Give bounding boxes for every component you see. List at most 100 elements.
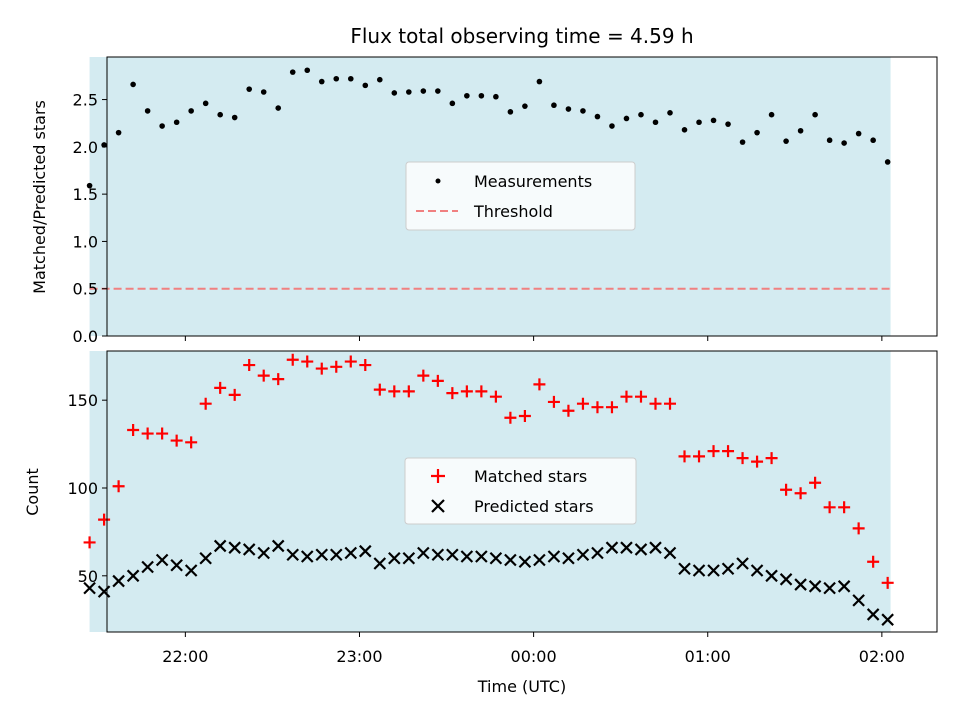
predicted-star-point bbox=[837, 580, 851, 593]
measurement-point bbox=[86, 182, 93, 189]
measurement-point bbox=[202, 100, 209, 107]
matched-star-point bbox=[489, 390, 502, 403]
measurement-point bbox=[565, 106, 572, 112]
measurement-point bbox=[768, 111, 775, 118]
predicted-stars-legend-label: Predicted stars bbox=[474, 497, 594, 516]
predicted-star-point bbox=[605, 541, 619, 554]
matched-star-point bbox=[301, 355, 314, 368]
matched-star-point bbox=[765, 452, 778, 465]
predicted-star-point bbox=[475, 550, 488, 563]
predicted-star-point bbox=[431, 548, 445, 562]
matched-star-point bbox=[780, 483, 793, 496]
predicted-star-point bbox=[765, 569, 778, 583]
measurement-point bbox=[522, 103, 528, 109]
measurement-point bbox=[304, 67, 311, 74]
matched-star-point bbox=[98, 513, 111, 526]
measurement-point bbox=[710, 117, 717, 124]
predicted-star-point bbox=[779, 573, 793, 586]
matched-star-point bbox=[388, 385, 401, 398]
matched-star-point bbox=[185, 436, 198, 449]
chart-title: Flux total observing time = 4.59 h bbox=[350, 24, 693, 48]
matched-star-point bbox=[286, 353, 299, 366]
measurement-point bbox=[536, 78, 543, 85]
ratio-y-tick-label: 2.5 bbox=[73, 91, 98, 110]
predicted-star-point bbox=[315, 548, 329, 562]
matched-star-point bbox=[214, 381, 227, 394]
predicted-star-point bbox=[794, 578, 807, 591]
measurement-point bbox=[173, 119, 180, 126]
measurement-point bbox=[159, 123, 165, 129]
measurement-point bbox=[435, 88, 441, 94]
ratio-y-tick-label: 2.0 bbox=[73, 138, 98, 157]
x-tick-label: 02:00 bbox=[859, 647, 905, 666]
ratio-y-axis-label: Matched/Predicted stars bbox=[30, 100, 49, 294]
matched-star-point bbox=[170, 434, 183, 447]
count-x-ticks: 22:00 23:00 00:00 01:00 02:00 bbox=[162, 632, 905, 666]
predicted-star-point bbox=[112, 574, 125, 588]
matched-star-point bbox=[634, 390, 647, 403]
predicted-star-point bbox=[533, 553, 546, 567]
matched-star-point bbox=[693, 450, 706, 463]
predicted-star-point bbox=[620, 541, 633, 554]
measurement-point bbox=[594, 113, 601, 120]
count-legend: Matched stars Predicted stars bbox=[404, 457, 637, 525]
predicted-star-point bbox=[373, 557, 387, 570]
predicted-star-point bbox=[417, 546, 430, 560]
predicted-star-point bbox=[562, 551, 575, 565]
matched-star-point bbox=[359, 359, 372, 372]
matched-star-point bbox=[112, 480, 125, 493]
matched-star-point bbox=[547, 395, 560, 408]
x-tick-label: 00:00 bbox=[511, 647, 557, 666]
measurement-point bbox=[275, 105, 282, 111]
measurement-point bbox=[739, 139, 746, 145]
predicted-star-point bbox=[402, 551, 416, 565]
count-legend-box bbox=[404, 457, 637, 525]
measurements-layer bbox=[86, 67, 891, 189]
measurement-point bbox=[855, 130, 862, 137]
matched-star-point bbox=[707, 445, 720, 458]
predicted-star-point bbox=[213, 539, 227, 553]
matched-star-point bbox=[591, 401, 604, 414]
measurements-legend-label: Measurements bbox=[474, 172, 592, 191]
predicted-star-point bbox=[155, 553, 169, 567]
matched-star-point bbox=[402, 385, 415, 398]
predicted-star-point bbox=[271, 539, 285, 553]
predicted-star-point bbox=[141, 560, 154, 574]
measurement-point bbox=[188, 108, 194, 114]
measurement-point bbox=[260, 89, 267, 95]
predicted-star-point bbox=[736, 557, 749, 570]
predicted-star-point bbox=[721, 562, 735, 576]
matched-star-point bbox=[504, 411, 517, 424]
matched-star-point bbox=[678, 450, 691, 463]
matched-star-point bbox=[533, 378, 546, 391]
matched-star-point bbox=[576, 397, 589, 410]
matched-star-point bbox=[156, 427, 169, 440]
predicted-star-point bbox=[83, 581, 96, 595]
predicted-star-point bbox=[344, 546, 358, 560]
count-y-tick-label: 100 bbox=[67, 479, 98, 498]
x-tick-label: 23:00 bbox=[336, 647, 382, 666]
measurement-point bbox=[696, 119, 702, 126]
predicted-star-point bbox=[576, 548, 590, 562]
predicted-stars-layer bbox=[83, 539, 894, 626]
predicted-star-point bbox=[591, 546, 604, 560]
matched-star-point bbox=[562, 404, 575, 417]
predicted-star-point bbox=[228, 541, 241, 554]
predicted-star-point bbox=[460, 550, 474, 563]
predicted-star-point bbox=[808, 580, 822, 593]
ratio-legend: Measurements Threshold bbox=[405, 161, 636, 231]
ratio-legend-box bbox=[405, 161, 636, 231]
matched-star-point bbox=[794, 487, 807, 500]
measurement-point bbox=[870, 137, 876, 144]
measurement-point bbox=[144, 108, 151, 114]
measurements-legend-marker bbox=[435, 178, 441, 184]
matched-star-point bbox=[257, 369, 270, 382]
matched-star-point bbox=[199, 397, 212, 410]
predicted-star-point bbox=[663, 546, 677, 560]
measurement-point bbox=[333, 75, 340, 82]
threshold-legend-label: Threshold bbox=[473, 202, 553, 221]
measurement-point bbox=[289, 69, 296, 75]
matched-star-point bbox=[881, 576, 894, 589]
matched-star-point bbox=[605, 401, 618, 414]
predicted-star-point bbox=[881, 613, 894, 626]
